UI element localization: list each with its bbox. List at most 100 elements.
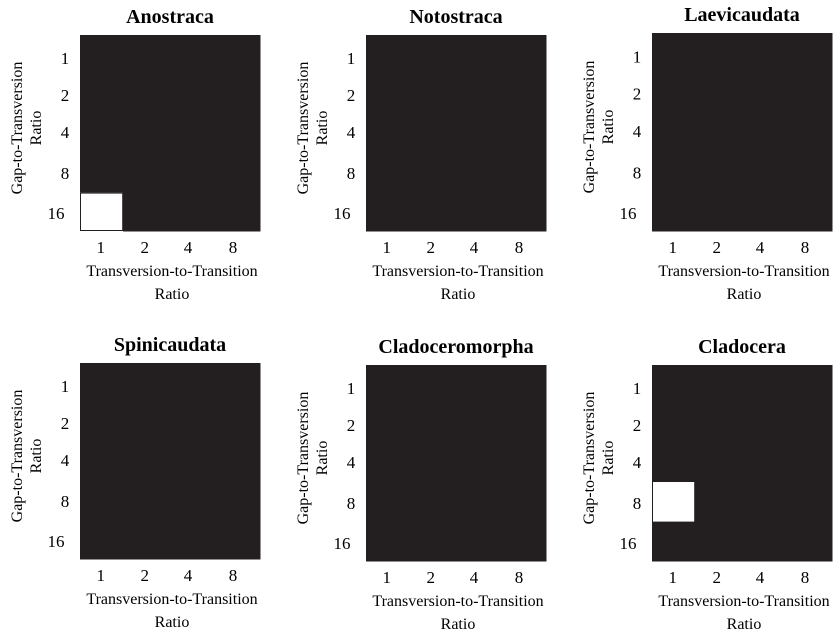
heatmap-cell [409,113,453,152]
y-tick-label: 1 [633,379,642,398]
heatmap-cell [652,150,696,193]
heatmap-cell [452,443,500,482]
heatmap-cell [499,405,547,444]
x-tick-label: 1 [668,238,677,257]
heatmap-cell [695,150,739,193]
x-tick-label: 2 [713,568,722,587]
heatmap-cell [785,192,833,232]
heatmap-cell [738,443,786,482]
heatmap-cell [366,522,410,562]
x-axis-label: Transversion-to-Transition [372,593,543,610]
heatmap-cell [499,75,547,114]
y-tick-label: 1 [61,49,70,68]
heatmap-cell [409,192,453,232]
y-tick-label: 16 [334,204,351,223]
heatmap-cell [738,192,786,232]
y-axis-label: Gap-to-Transversion [295,392,312,525]
heatmap-cell [499,192,547,232]
heatmap-cell [366,35,410,76]
heatmap-cell [123,192,167,232]
heatmap-cell [166,441,214,480]
heatmap-cell [652,33,696,75]
heatmap-cell [695,33,739,75]
x-tick-label: 8 [515,568,524,587]
x-tick-label: 4 [184,238,193,257]
x-tick-label: 1 [96,566,105,585]
heatmap-cell [652,365,696,406]
heatmap-cell [452,75,500,114]
y-tick-label: 2 [347,416,356,435]
highlight-cell-outline [652,481,696,523]
x-axis-label: Transversion-to-Transition [86,263,257,280]
heatmap-cell [738,112,786,151]
heatmap-cell [695,365,739,406]
heatmap-cell [80,35,124,76]
y-axis-label: Ratio [28,111,45,146]
heatmap-cell [785,443,833,482]
heatmap-cell [499,522,547,562]
x-tick-label: 4 [470,568,479,587]
x-tick-label: 2 [427,568,436,587]
y-axis-label: Ratio [600,110,617,145]
heatmap-cell [123,151,167,194]
heatmap-cell [452,405,500,444]
heatmap-cell [785,33,833,75]
heatmap-cell [366,481,410,524]
heatmap-cell [695,192,739,232]
heatmap-cell [123,479,167,522]
chart-panel: Laevicaudata 1 2 4 8 16 1 2 4 8 Transversion-to-Tr… [581,4,833,303]
y-axis-label: Gap-to-Transversion [9,62,26,195]
x-axis-label: Transversion-to-Transition [86,591,257,608]
heatmap-cell [452,113,500,152]
x-axis-label: Transversion-to-Transition [372,263,543,280]
x-tick-label: 4 [470,238,479,257]
heatmap-cell [366,151,410,194]
x-tick-label: 2 [713,238,722,257]
y-tick-label: 2 [61,86,70,105]
highlight-cell-outline [80,192,124,232]
y-tick-label: 16 [620,534,637,553]
heatmap-cell [785,112,833,151]
heatmap-cell [166,520,214,560]
heatmap-cell [452,481,500,524]
heatmap-cell [80,403,124,442]
heatmap-cell [166,35,214,76]
x-tick-label: 8 [515,238,524,257]
y-tick-label: 1 [61,377,70,396]
heatmap-cell [80,151,124,194]
chart-panel: Notostraca 1 2 4 8 16 1 2 4 8 Transversion-to-Tran… [295,6,547,303]
y-axis-label: Gap-to-Transversion [9,390,26,523]
heatmap-cell [123,75,167,114]
y-tick-label: 2 [61,414,70,433]
heatmap-cell [695,73,739,113]
y-tick-label: 8 [633,494,642,513]
y-axis-label: Ratio [28,439,45,474]
y-tick-label: 4 [347,123,356,142]
heatmap-cell [80,75,124,114]
heatmap-cell [452,365,500,406]
y-tick-label: 8 [347,494,356,513]
panel-title: Cladoceromorpha [378,336,533,358]
y-tick-label: 8 [633,163,642,182]
x-axis-label: Ratio [727,616,762,633]
x-axis-label: Transversion-to-Transition [658,593,829,610]
heatmap-cell [785,150,833,193]
heatmap-cell [366,192,410,232]
heatmap-cell [499,113,547,152]
heatmap-cell [409,35,453,76]
heatmap-cell [213,192,261,232]
heatmap-cell [652,405,696,444]
y-tick-label: 2 [347,86,356,105]
heatmap-cell [166,113,214,152]
panel-title: Spinicaudata [114,334,226,356]
heatmap-cell [499,35,547,76]
heatmap-cell [452,192,500,232]
y-tick-label: 8 [61,492,70,511]
heatmap-cell [366,405,410,444]
heatmap-cell [366,75,410,114]
heatmap-cell [499,365,547,406]
heatmap-cell [738,481,786,524]
heatmap-cell [166,403,214,442]
y-tick-label: 8 [61,164,70,183]
